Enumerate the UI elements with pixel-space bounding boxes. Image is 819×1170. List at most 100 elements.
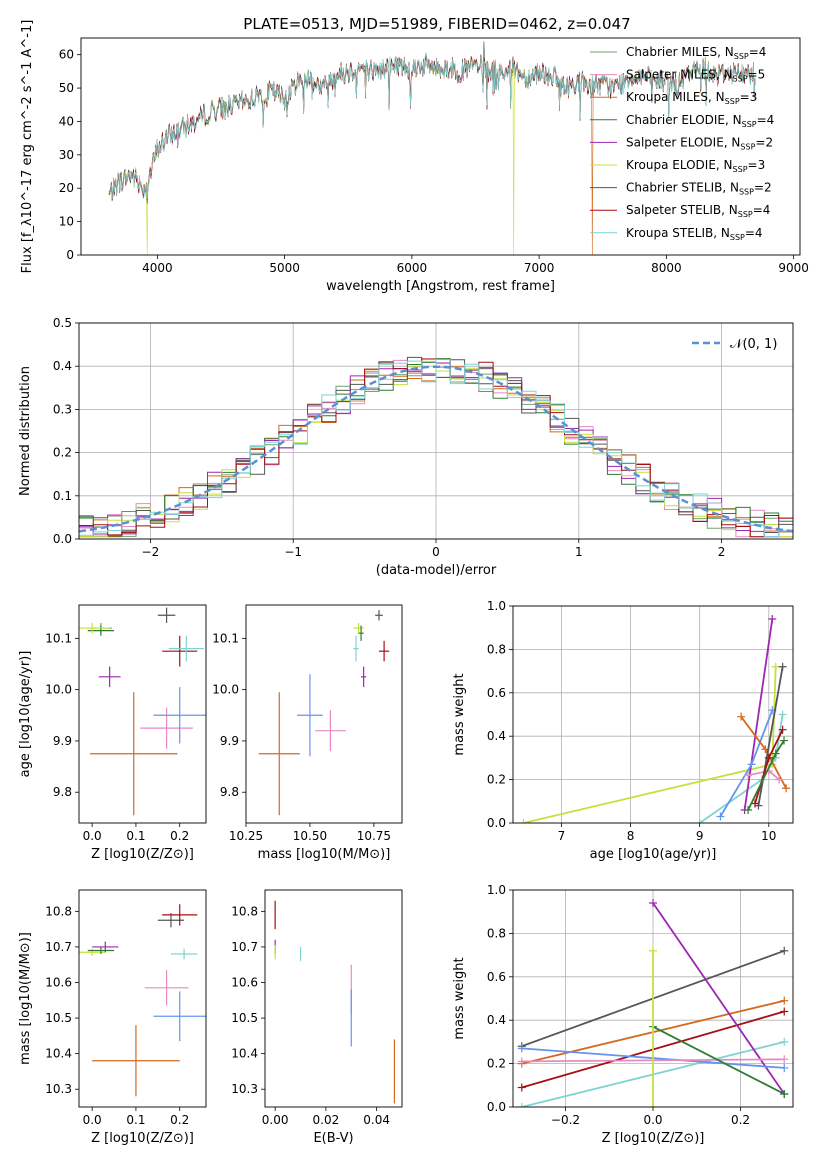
errorbar-salpeter-elodie xyxy=(98,666,121,688)
legend-entry: Kroupa MILES, NSSP=3 xyxy=(626,90,757,106)
legend-entry: Kroupa STELIB, NSSP=4 xyxy=(626,226,763,242)
x-tick-label: −2 xyxy=(142,545,160,559)
errorbar-salpeter-miles xyxy=(144,970,189,1006)
weight-line-salpeter-elodie xyxy=(743,618,774,811)
x-axis-label: Z [log10(Z/Z⊙)] xyxy=(91,1131,194,1146)
y-tick-label: 0.6 xyxy=(487,686,506,700)
errorbar-salpeter-miles xyxy=(140,707,193,749)
y-tick-label: 10.5 xyxy=(45,1011,72,1025)
y-tick-label: 0.0 xyxy=(487,1100,506,1114)
y-tick-label: 10.8 xyxy=(231,904,258,918)
errorbar-chabrier-stelib xyxy=(157,607,176,623)
plot-area xyxy=(108,41,756,255)
x-tick-label: 10 xyxy=(761,829,776,843)
panel-spectrum: 4000 5000 6000 7000 8000 9000 0 10 20 30 40 50 60 wav… xyxy=(20,20,809,294)
weight-marker xyxy=(780,1037,789,1046)
errorbar-salpeter-miles xyxy=(315,710,346,752)
spectrum-line-kroupa-stelib xyxy=(108,52,756,200)
y-tick-label: 1.0 xyxy=(487,599,506,613)
panel-age-vs-z: 0.0 0.1 0.2 9.8 9.9 10.0 10.1 Z [log10(Z/Z⊙)] ag… xyxy=(18,604,207,862)
y-tick-label: 0.1 xyxy=(53,489,72,503)
legend-entry: Chabrier MILES, NSSP=4 xyxy=(626,45,766,61)
errorbar-blue xyxy=(153,687,206,744)
panel-mass-weight-vs-age: 7 8 9 10 0.0 0.2 0.4 0.6 0.8 1.0 age [log10(age/yr… xyxy=(452,599,794,862)
x-axis-label: mass [log10(M/M⊙)] xyxy=(258,847,391,862)
y-tick-label: 0.3 xyxy=(53,402,72,416)
x-tick-label: 7 xyxy=(558,829,566,843)
y-tick-label: 0.8 xyxy=(487,642,506,656)
y-tick-label: 0.4 xyxy=(487,729,506,743)
y-tick-label: 0.4 xyxy=(487,1013,506,1027)
x-tick-label: 0.0 xyxy=(643,1113,662,1127)
axes-frame xyxy=(78,322,794,540)
y-tick-label: 10.6 xyxy=(231,975,258,989)
x-tick-label: 10.75 xyxy=(357,829,391,843)
weight-marker xyxy=(778,662,787,671)
weight-marker xyxy=(519,819,528,823)
weight-marker xyxy=(782,784,791,793)
x-tick-label: 0.2 xyxy=(170,829,189,843)
x-tick-label: 0.0 xyxy=(83,829,102,843)
weight-marker xyxy=(649,1103,657,1107)
weight-marker xyxy=(780,946,789,955)
x-tick-label: 6000 xyxy=(397,261,428,275)
legend-entry: Salpeter ELODIE, NSSP=2 xyxy=(626,135,773,151)
x-tick-label: 0.0 xyxy=(83,1113,102,1127)
errorbar-chabrier-elodie xyxy=(87,946,115,955)
x-tick-label: 0.00 xyxy=(262,1113,289,1127)
y-axis-label: mass weight xyxy=(452,957,467,1039)
x-tick-label: 7000 xyxy=(524,261,555,275)
x-axis-label: Z [log10(Z/Z⊙)] xyxy=(602,1131,705,1146)
errorbar-kroupa-miles xyxy=(92,1025,180,1097)
x-tick-label: 10.50 xyxy=(293,829,327,843)
panel-residual-histogram: −2 −1 0 1 2 0.0 0.1 0.2 0.3 0.4 0.5 (data-model)/er… xyxy=(18,316,794,578)
x-tick-label: 5000 xyxy=(269,261,300,275)
y-tick-label: 20 xyxy=(59,181,74,195)
figure-title: PLATE=0513, MJD=51989, FIBERID=0462, z=0… xyxy=(243,15,630,33)
weight-marker xyxy=(778,710,787,719)
x-tick-label: 9 xyxy=(696,829,704,843)
weight-line-salpeter-elodie xyxy=(652,902,786,1095)
x-tick-label: 0.02 xyxy=(313,1113,340,1127)
plot-area xyxy=(258,610,390,816)
errorbar-salpeter-elodie xyxy=(92,941,119,953)
x-tick-label: 0.1 xyxy=(126,1113,145,1127)
weight-marker xyxy=(737,712,746,721)
errorbar-salpeter-stelib xyxy=(162,904,198,926)
weight-marker xyxy=(716,812,725,821)
y-tick-label: 50 xyxy=(59,81,74,95)
errorbar-kroupa-stelib xyxy=(170,948,198,960)
y-tick-label: 0.6 xyxy=(487,970,506,984)
axes-frame xyxy=(512,889,794,1108)
legend: 𝒩(0, 1) xyxy=(692,337,777,352)
y-axis-label: Normed distribution xyxy=(18,366,33,496)
y-tick-label: 0.8 xyxy=(487,926,506,940)
weight-marker xyxy=(744,805,753,814)
weight-marker xyxy=(744,771,753,780)
axes-frame xyxy=(78,604,207,824)
legend-entry: Chabrier STELIB, NSSP=2 xyxy=(626,181,772,197)
legend: Chabrier MILES, NSSP=4 Salpeter MILES, NS… xyxy=(590,45,774,242)
y-tick-label: 0.0 xyxy=(53,532,72,546)
x-tick-label: 4000 xyxy=(142,261,173,275)
weight-marker xyxy=(750,799,759,808)
weight-marker xyxy=(771,662,780,671)
y-axis-label: mass weight xyxy=(452,673,467,755)
weight-marker xyxy=(768,615,777,624)
legend-entry: 𝒩(0, 1) xyxy=(730,337,777,352)
y-tick-label: 0.2 xyxy=(53,446,72,460)
y-tick-label: 10.3 xyxy=(45,1082,72,1096)
y-tick-label: 10.1 xyxy=(45,631,72,645)
y-axis-label: Flux [f_λ10^-17 erg cm^-2 s^-1 A^-1] xyxy=(20,20,35,274)
y-tick-label: 0 xyxy=(66,248,74,262)
y-tick-label: 9.8 xyxy=(53,785,72,799)
y-tick-label: 10.8 xyxy=(45,904,72,918)
y-tick-label: 10.3 xyxy=(231,1082,258,1096)
errorbar-kroupa-elodie xyxy=(79,622,110,634)
errorbar-blue xyxy=(153,991,206,1042)
weight-line-chabrier-elodie xyxy=(652,1025,785,1095)
y-tick-label: 0.2 xyxy=(487,773,506,787)
x-axis-label: (data-model)/error xyxy=(376,563,497,578)
weight-marker xyxy=(780,1063,789,1072)
y-tick-label: 10.7 xyxy=(45,940,72,954)
